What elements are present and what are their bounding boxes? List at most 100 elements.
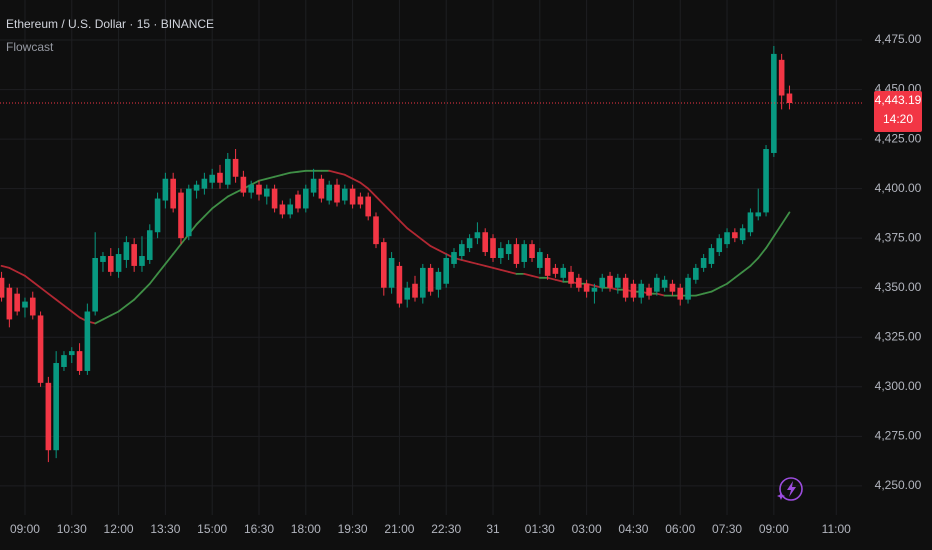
candle-body: [521, 244, 528, 262]
indicator-segment: [336, 171, 346, 176]
indicator-name: Flowcast: [6, 40, 54, 54]
indicator-segment: [741, 265, 752, 273]
candle-body: [505, 244, 512, 255]
candle-body: [763, 149, 769, 213]
candle-body: [146, 230, 153, 260]
candle-body: [14, 293, 20, 312]
indicator-segment: [273, 173, 284, 178]
candle-body: [482, 232, 489, 253]
candle-body: [583, 283, 590, 292]
indicator-segment: [757, 247, 767, 259]
indicator-segment: [94, 318, 104, 325]
indicator-segment: [195, 215, 206, 226]
candle-body: [661, 279, 668, 288]
candle-body: [271, 188, 278, 209]
candle-body: [263, 188, 270, 197]
indicator-segment: [554, 278, 565, 283]
indicator-segment: [148, 272, 159, 285]
indicator-segment: [492, 267, 502, 271]
candle-body: [193, 184, 200, 191]
candle-body: [365, 196, 372, 217]
candle-body: [302, 188, 309, 209]
candle-body: [84, 311, 91, 371]
candle-body: [693, 267, 699, 280]
indicator-segment: [359, 181, 370, 190]
indicator-segment: [8, 267, 19, 273]
candle-body: [76, 351, 83, 371]
indicator-segment: [70, 310, 81, 319]
indicator-segment: [351, 177, 362, 184]
indicator-segment: [63, 304, 73, 313]
x-tick-label: 12:00: [104, 522, 134, 536]
indicator-segment: [141, 282, 151, 293]
indicator-segment: [281, 171, 292, 176]
candle-body: [778, 59, 785, 96]
candle-body: [131, 244, 137, 266]
indicator-segment: [55, 298, 65, 307]
indicator-segment: [499, 268, 510, 273]
indicator-segment: [414, 233, 424, 242]
y-tick-label: 4,300.00: [875, 379, 922, 393]
indicator-segment: [211, 201, 221, 210]
candle-body: [310, 178, 317, 193]
y-tick-label: 4,325.00: [875, 329, 922, 343]
candle-body: [123, 242, 130, 260]
indicator-segment: [460, 259, 471, 263]
candle-body: [529, 244, 535, 258]
indicator-segment: [156, 263, 167, 275]
candle-body: [552, 267, 559, 274]
last-price-label: 4,443.19: [875, 93, 922, 107]
candle-body: [622, 277, 629, 298]
indicator-segment: [47, 292, 58, 301]
candle-body: [630, 283, 637, 298]
x-tick-label: 19:30: [338, 522, 368, 536]
candle-body: [185, 188, 192, 237]
candle-body: [607, 275, 613, 288]
candle-body: [279, 204, 286, 215]
icon-spark: [777, 492, 785, 500]
indicator-segment: [164, 253, 175, 265]
indicator-segment: [726, 276, 736, 285]
candle-body: [646, 287, 652, 296]
indicator-segment: [694, 292, 705, 297]
icon-bolt: [787, 481, 796, 497]
candle-body: [209, 174, 215, 183]
candle-body: [68, 351, 75, 356]
x-tick-label: 22:30: [431, 522, 461, 536]
candle-body: [459, 244, 465, 257]
indicator-segment: [429, 245, 440, 251]
indicator-segment: [531, 274, 541, 279]
x-tick-label: 21:00: [384, 522, 414, 536]
chart-title: Ethereum / U.S. Dollar · 15 · BINANCE: [6, 17, 214, 31]
x-tick-label: 16:30: [244, 522, 274, 536]
assistant-icon[interactable]: [777, 477, 803, 501]
indicator-segment: [109, 310, 120, 317]
candle-body: [396, 265, 403, 304]
indicator-segment: [655, 292, 666, 297]
candle-body: [53, 363, 59, 451]
countdown-label: 14:20: [883, 112, 913, 126]
candle-body: [342, 188, 348, 201]
candle-body: [6, 287, 13, 320]
candle-body: [685, 277, 691, 300]
candle-body: [404, 287, 411, 300]
candle-body: [201, 178, 208, 189]
indicator-segment: [765, 235, 775, 249]
candle-body: [498, 248, 504, 258]
candle-body: [0, 277, 5, 298]
y-tick-label: 4,350.00: [875, 280, 922, 294]
candle-body: [334, 184, 340, 203]
candle-body: [443, 257, 450, 284]
indicator-segment: [476, 263, 487, 267]
candle-body: [427, 267, 434, 292]
candle-body: [466, 238, 473, 249]
y-tick-label: 4,250.00: [875, 478, 922, 492]
y-tick-label: 4,425.00: [875, 131, 922, 145]
x-tick-label: 13:30: [150, 522, 180, 536]
candle-body: [576, 277, 582, 288]
candle-body: [537, 252, 543, 268]
candle-body: [373, 216, 379, 245]
indicator-segment: [125, 298, 136, 307]
indicator-segment: [507, 270, 518, 275]
